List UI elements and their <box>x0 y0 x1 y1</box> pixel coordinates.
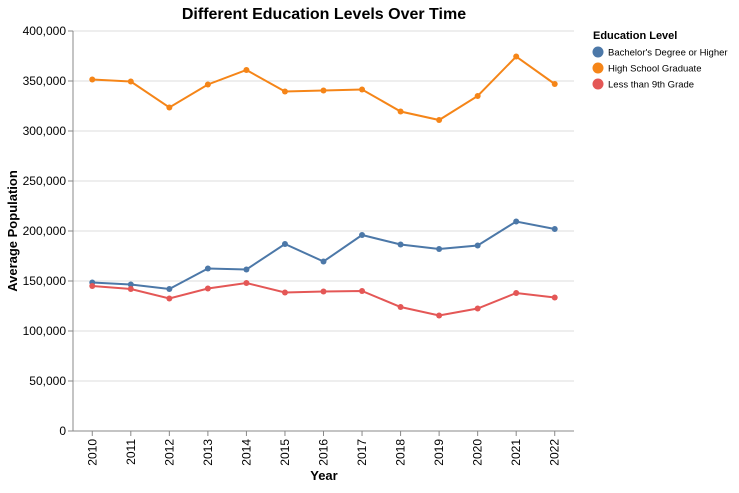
data-point <box>204 285 211 292</box>
x-tick-label: 2015 <box>278 439 292 466</box>
y-tick-label: 250,000 <box>23 174 67 188</box>
y-tick-label: 50,000 <box>29 374 66 388</box>
data-point <box>127 281 134 288</box>
data-point <box>243 266 250 273</box>
x-tick-label: 2011 <box>124 439 138 465</box>
legend-item: Less than 9th Grade <box>592 78 694 91</box>
x-tick-label: 2019 <box>432 439 446 466</box>
grid-lines <box>73 30 574 432</box>
y-tick-label: 0 <box>59 424 66 438</box>
data-point <box>551 81 558 87</box>
data-point <box>474 242 481 249</box>
series-less-than-9th-grade <box>89 280 558 319</box>
data-point <box>127 78 134 85</box>
data-point <box>436 246 443 252</box>
data-point <box>359 288 366 294</box>
series-bachelor-s-degree-or-higher <box>89 218 558 292</box>
x-tick-label: 2016 <box>317 439 331 466</box>
data-point <box>243 280 250 286</box>
data-point <box>474 305 481 312</box>
legend-label: High School Graduate <box>608 64 701 75</box>
x-tick-label: 2018 <box>394 439 408 466</box>
data-point <box>281 88 288 95</box>
data-point <box>359 232 366 238</box>
legend-label: Bachelor's Degree or Higher <box>608 48 728 59</box>
y-tick-label: 400,000 <box>23 24 67 38</box>
data-point <box>89 283 96 289</box>
y-tick-label: 350,000 <box>23 74 67 88</box>
x-tick-label: 2022 <box>548 439 562 466</box>
legend-symbol <box>592 46 604 58</box>
data-point <box>89 76 96 83</box>
axes: 0 50,000 100,000 150,000 200,000 250,000 300,0… <box>23 24 574 466</box>
data-point <box>397 241 404 248</box>
legend-item: High School Graduate <box>592 62 701 75</box>
series-high-school-graduate <box>89 53 558 123</box>
y-tick-label: 100,000 <box>23 324 67 338</box>
series-lines <box>89 53 558 319</box>
data-point <box>397 108 404 115</box>
y-tick-label: 150,000 <box>23 274 67 288</box>
data-point <box>436 312 443 319</box>
data-point <box>204 265 211 272</box>
x-tick-label: 2010 <box>85 439 99 466</box>
y-tick-label: 200,000 <box>23 224 67 238</box>
data-point <box>320 288 327 295</box>
data-point <box>474 93 481 99</box>
legend-symbol <box>592 78 604 90</box>
x-tick-label: 2021 <box>509 439 523 466</box>
legend-item: Bachelor's Degree or Higher <box>592 46 728 59</box>
data-point <box>513 218 520 225</box>
data-point <box>166 295 173 302</box>
data-point <box>359 86 366 93</box>
data-point <box>166 286 173 292</box>
data-point <box>551 294 558 301</box>
legend-title: Education Level <box>593 30 677 42</box>
data-point <box>204 81 211 88</box>
series-line <box>92 220 555 291</box>
data-point <box>281 241 288 247</box>
x-tick-label: 2012 <box>162 439 176 466</box>
data-point <box>320 258 327 265</box>
x-axis-title: Year <box>310 468 337 483</box>
data-point <box>513 290 520 296</box>
legend-items: Bachelor's Degree or Higher High School G… <box>592 46 728 91</box>
x-tick-label: 2020 <box>471 439 485 466</box>
data-point <box>436 117 443 123</box>
data-point <box>127 286 134 292</box>
x-tick-label: 2014 <box>239 439 253 466</box>
data-point <box>281 289 288 296</box>
data-point <box>397 304 404 310</box>
data-point <box>166 104 173 111</box>
y-axis-title: Average Population <box>5 170 20 292</box>
chart-title: Different Education Levels Over Time <box>182 6 466 23</box>
legend-label: Less than 9th Grade <box>608 80 694 91</box>
data-point <box>551 226 558 232</box>
data-point <box>320 87 327 94</box>
legend-symbol <box>592 62 604 74</box>
y-tick-label: 300,000 <box>23 124 67 138</box>
x-tick-label: 2013 <box>201 439 215 466</box>
data-point <box>513 53 520 60</box>
x-tick-label: 2017 <box>355 439 369 466</box>
data-point <box>243 67 250 73</box>
legend: Education Level Bachelor's Degree or Hig… <box>592 30 728 91</box>
